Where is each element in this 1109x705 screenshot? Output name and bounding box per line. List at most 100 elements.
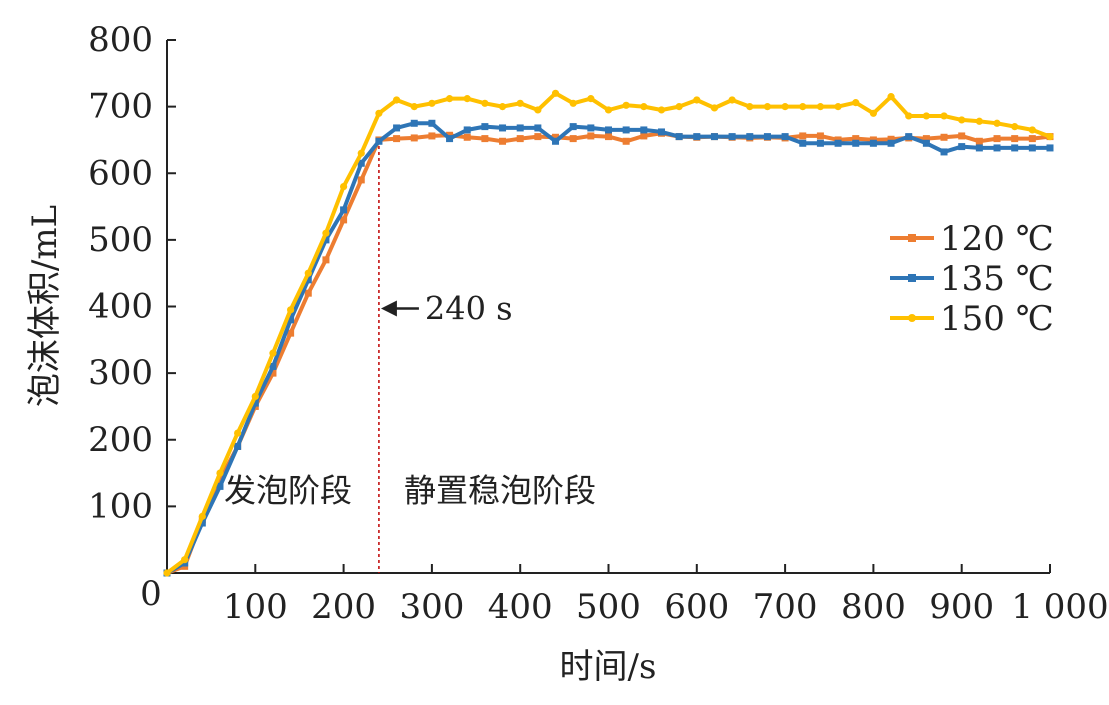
series-1-point — [304, 276, 312, 284]
annotation-foaming-stage: 发泡阶段 — [224, 472, 352, 510]
series-2-point — [693, 96, 701, 104]
legend-marker — [908, 314, 916, 322]
series-1-point — [922, 139, 930, 147]
series-1-point — [728, 133, 736, 141]
y-tick-label: 400 — [88, 287, 153, 327]
series-0-point — [216, 476, 224, 484]
series-1-point — [393, 124, 401, 132]
series-1-point — [322, 236, 330, 244]
series-1-point — [675, 133, 683, 141]
series-2-point — [869, 109, 878, 117]
x-tick-label: 800 — [841, 587, 906, 627]
series-1-point — [287, 316, 295, 324]
series-1-point — [834, 139, 842, 147]
series-1-point — [587, 124, 595, 132]
series-2-point — [763, 103, 772, 111]
series-1-point — [534, 124, 542, 132]
series-2-point — [1028, 126, 1036, 134]
series-0-point — [552, 133, 560, 141]
series-1-point — [340, 206, 348, 214]
series-2-point — [640, 103, 648, 111]
series-0-point — [1028, 135, 1036, 143]
legend-marker — [908, 274, 916, 282]
series-1-point — [799, 139, 807, 147]
series-2-point — [428, 99, 436, 107]
annotations: 240 s 发泡阶段 静置稳泡阶段 — [224, 290, 596, 510]
legend-item-1: 135 ℃ — [890, 259, 1054, 299]
series-1-point — [975, 144, 983, 152]
series-2-point — [375, 109, 383, 117]
series-0-point — [304, 289, 312, 297]
series-2-point — [392, 96, 401, 104]
series-2-point — [198, 512, 206, 520]
x-tick-label: 1 000 — [1011, 587, 1108, 627]
series-0-point — [799, 132, 807, 140]
series-lines — [163, 89, 1054, 577]
series-0-point — [816, 132, 824, 140]
series-1-point — [940, 148, 948, 156]
legend-label: 135 ℃ — [940, 259, 1054, 299]
series-0-point — [269, 369, 277, 377]
series-1-point — [446, 135, 454, 143]
series-0-point — [587, 132, 595, 140]
series-1-point — [481, 123, 489, 131]
series-1-point — [552, 137, 560, 145]
series-1-point — [746, 133, 754, 141]
annotation-stable-stage: 静置稳泡阶段 — [404, 472, 596, 510]
series-0-point — [622, 137, 630, 145]
series-2-point — [304, 269, 312, 277]
series-2 — [163, 89, 1054, 577]
series-0-point — [516, 135, 524, 143]
series-0-point — [922, 135, 930, 143]
series-2-point — [251, 392, 259, 401]
x-axis-label: 时间/s — [560, 647, 657, 687]
series-1-point — [357, 159, 365, 167]
ticks: 100 200 300 400 500 600 700 800 0 100 200 300 400 500… — [88, 20, 1109, 627]
series-1-point — [958, 143, 966, 151]
series-0-point — [499, 137, 507, 145]
series-2-point — [534, 106, 542, 114]
series-1-point — [1011, 144, 1019, 152]
legend-label: 150 ℃ — [940, 299, 1054, 339]
series-1-point — [269, 362, 277, 370]
series-2-point — [463, 95, 471, 103]
series-2-point — [746, 103, 754, 111]
series-1-point — [905, 133, 913, 141]
y-tick-label: 700 — [88, 87, 153, 127]
series-0-point — [940, 133, 948, 141]
series-0-point — [993, 135, 1001, 143]
series-1-point — [499, 124, 507, 132]
series-0-point — [287, 329, 295, 337]
series-2-point — [181, 556, 189, 564]
annotation-240s: 240 s — [425, 290, 513, 328]
series-2-point — [905, 112, 913, 120]
series-2-point — [622, 101, 630, 109]
series-2-point — [216, 469, 224, 477]
y-tick-label: 300 — [88, 353, 153, 393]
y-tick-label: 200 — [88, 420, 153, 460]
legend-label: 120 ℃ — [940, 219, 1054, 259]
series-2-point — [728, 96, 736, 104]
x-tick-label: 200 — [311, 587, 376, 627]
series-2-point — [958, 116, 966, 124]
series-2-point — [587, 95, 595, 103]
series-2-point — [1011, 123, 1019, 131]
legend-item-0: 120 ℃ — [890, 219, 1054, 259]
series-0-point — [357, 176, 365, 184]
series-2-point — [163, 569, 171, 577]
series-1-point — [516, 124, 524, 132]
series-1-point — [251, 399, 259, 407]
x-tick-label: 600 — [664, 587, 729, 627]
y-tick-label: 100 — [88, 486, 153, 526]
series-1-point — [1028, 144, 1036, 152]
series-0-point — [481, 135, 489, 143]
series-2-point — [710, 104, 719, 112]
series-1-point — [869, 139, 877, 147]
series-1-point — [693, 133, 701, 141]
series-2-point — [816, 103, 825, 111]
y-axis-label: 泡沫体积/mL — [25, 205, 65, 407]
x-tick-label: 700 — [753, 587, 818, 627]
series-1-point — [781, 133, 789, 141]
